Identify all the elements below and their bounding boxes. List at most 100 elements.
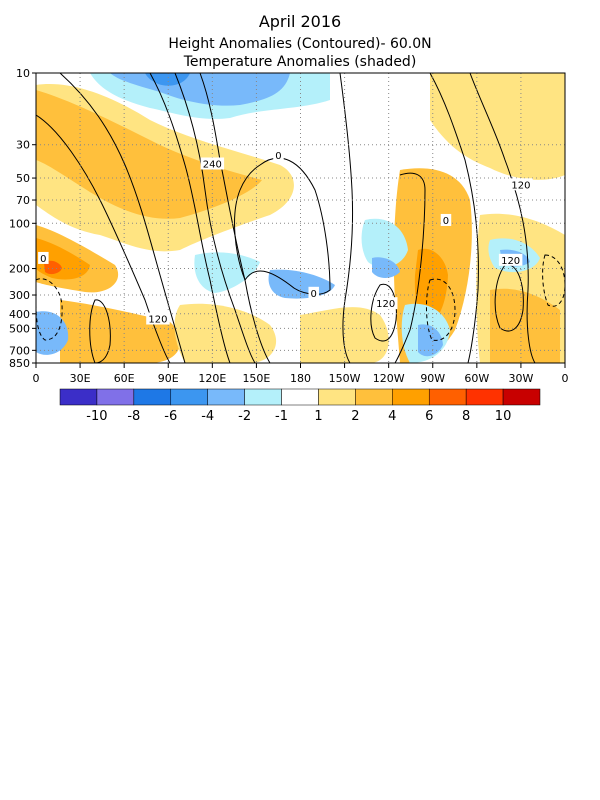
colorbar-label: -8 (127, 409, 140, 424)
y-tick-label: 50 (16, 172, 30, 185)
contour-labels: 240 0 120 0 0 120 0 120 120 (38, 148, 533, 326)
cold-region-low-1 (36, 311, 69, 355)
warm-region-low-west (60, 300, 181, 363)
contour-label: 240 (203, 159, 222, 170)
contour-label: 120 (148, 315, 167, 326)
colorbar-swatch (465, 388, 504, 406)
contour-line-dashed (36, 278, 63, 341)
cold-region-low-2-core (418, 324, 443, 357)
contour-line (370, 283, 397, 342)
y-tick-label: 100 (9, 217, 30, 230)
contour-line-dashed (426, 278, 456, 341)
contour-label: 0 (443, 216, 449, 227)
colorbar-label: 10 (495, 409, 512, 424)
y-tick-label: 500 (9, 322, 30, 335)
x-tick-label: 60W (464, 372, 489, 385)
contour-line (394, 172, 426, 363)
contour-label: 120 (511, 180, 530, 191)
x-tick-label: 150W (329, 372, 361, 385)
contour-label: 0 (275, 151, 281, 162)
colorbar-swatch (207, 388, 245, 406)
warm-region-low-east (300, 307, 389, 363)
colorbar-swatch (170, 388, 208, 406)
contour-line-dashed (542, 254, 565, 307)
x-tick-label: 0 (33, 372, 40, 385)
contour-label: 0 (40, 254, 46, 265)
contour-line (59, 73, 186, 363)
cold-region-mid-3-core (372, 257, 400, 278)
contour-label: 120 (376, 299, 395, 310)
x-axis: 0 30E 60E 90E 120E 150E 180 150W 120W 90W 60W 30W 0 (33, 363, 569, 385)
contour-line (469, 73, 536, 363)
contour-label-bg (38, 251, 49, 264)
contour-label-bg (440, 213, 452, 226)
y-tick-label: 30 (16, 139, 30, 152)
colorbar-swatch (502, 388, 541, 406)
colorbar-label: 1 (314, 409, 322, 424)
grid-lines (36, 73, 565, 363)
warm-region-low-center (174, 303, 277, 363)
x-tick-label: 180 (290, 372, 311, 385)
x-tick-label: 0 (562, 372, 569, 385)
x-tick-label: 90W (420, 372, 445, 385)
colorbar-label: 4 (388, 409, 396, 424)
colorbar-label: -4 (201, 409, 214, 424)
colorbar-label: 6 (425, 409, 433, 424)
cold-region-mid-3 (361, 218, 408, 268)
contour-label-bg (509, 178, 533, 191)
colorbar-label: -10 (86, 409, 107, 424)
colorbar-label: -6 (164, 409, 177, 424)
x-tick-label: 30W (508, 372, 533, 385)
contour-label-bg (373, 297, 398, 310)
contour-label-bg (498, 253, 523, 266)
contour-label-bg (273, 148, 284, 161)
x-tick-label: 60E (114, 372, 135, 385)
hot-spot (44, 260, 62, 275)
colorbar-swatch (244, 388, 282, 406)
contour-line (174, 73, 256, 363)
contour-label-bg (308, 286, 319, 299)
colorbar-swatch (133, 388, 172, 406)
colorbar-swatch (392, 388, 430, 406)
y-tick-label: 850 (9, 357, 30, 370)
warm-region-far-east-core (490, 288, 560, 363)
chart-title: April 2016 (259, 12, 341, 31)
y-tick-label: 300 (9, 289, 30, 302)
chart-subtitle-height: Height Anomalies (Contoured)- 60.0N (168, 36, 431, 52)
colorbar-swatch (318, 388, 356, 406)
colorbar-label: 8 (462, 409, 470, 424)
colorbar: -10 -8 -6 -4 -2 -1 1 2 4 6 8 10 (59, 388, 541, 424)
colorbar-label: 2 (351, 409, 359, 424)
contour-line (494, 264, 524, 332)
contour-line (429, 73, 479, 363)
plot-area: 240 0 120 0 0 120 0 120 120 (35, 72, 566, 364)
x-tick-label: 120E (198, 372, 226, 385)
height-contours (36, 73, 565, 363)
colorbar-label: -1 (275, 409, 288, 424)
contour-label: 120 (501, 256, 520, 267)
warm-region-east-upper (430, 73, 565, 180)
colorbar-swatch (281, 388, 319, 406)
contour-label-bg (146, 312, 170, 325)
y-tick-label: 10 (16, 67, 30, 80)
chart-subtitle-temperature: Temperature Anomalies (shaded) (183, 54, 417, 70)
x-tick-label: 150E (242, 372, 270, 385)
colorbar-swatch (96, 388, 135, 406)
colorbar-swatch (355, 388, 393, 406)
x-tick-label: 30E (70, 372, 91, 385)
contour-line (36, 114, 171, 363)
contour-line (149, 73, 231, 363)
y-tick-label: 200 (9, 263, 30, 276)
colorbar-swatch (428, 388, 467, 406)
colorbar-label: -2 (238, 409, 251, 424)
contour-label-bg (200, 157, 225, 170)
contour-line (339, 73, 354, 363)
y-tick-label: 700 (9, 344, 30, 357)
contour-label: 0 (311, 289, 317, 300)
contour-line (234, 157, 331, 295)
x-tick-label: 90E (158, 372, 179, 385)
y-tick-label: 400 (9, 308, 30, 321)
colorbar-swatch (59, 388, 98, 406)
